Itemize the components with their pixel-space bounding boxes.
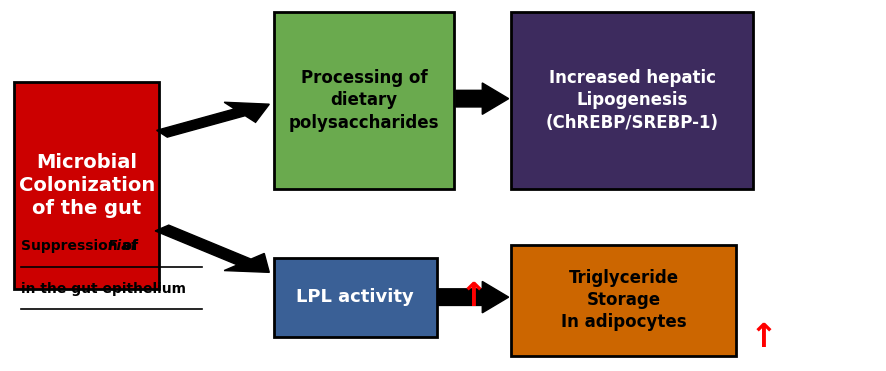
Text: LPL activity: LPL activity [296,288,414,306]
Text: in the gut epithelium: in the gut epithelium [21,282,186,296]
Text: Processing of
dietary
polysaccharides: Processing of dietary polysaccharides [289,69,439,132]
FancyBboxPatch shape [274,257,437,337]
Text: ↑: ↑ [750,321,778,354]
Polygon shape [456,83,509,114]
FancyBboxPatch shape [511,12,753,189]
FancyBboxPatch shape [14,82,159,289]
Text: Increased hepatic
Lipogenesis
(ChREBP/SREBP-1): Increased hepatic Lipogenesis (ChREBP/SR… [546,69,719,132]
Polygon shape [157,102,269,137]
Text: Fiaf: Fiaf [107,240,137,253]
Text: ↑: ↑ [459,280,487,313]
Text: Suppression of: Suppression of [21,240,144,253]
FancyBboxPatch shape [511,244,735,355]
Text: Triglyceride
Storage
In adipocytes: Triglyceride Storage In adipocytes [561,269,687,331]
Text: Microbial
Colonization
of the gut: Microbial Colonization of the gut [19,152,155,219]
Polygon shape [155,225,269,272]
Polygon shape [439,282,509,313]
FancyBboxPatch shape [274,12,455,189]
